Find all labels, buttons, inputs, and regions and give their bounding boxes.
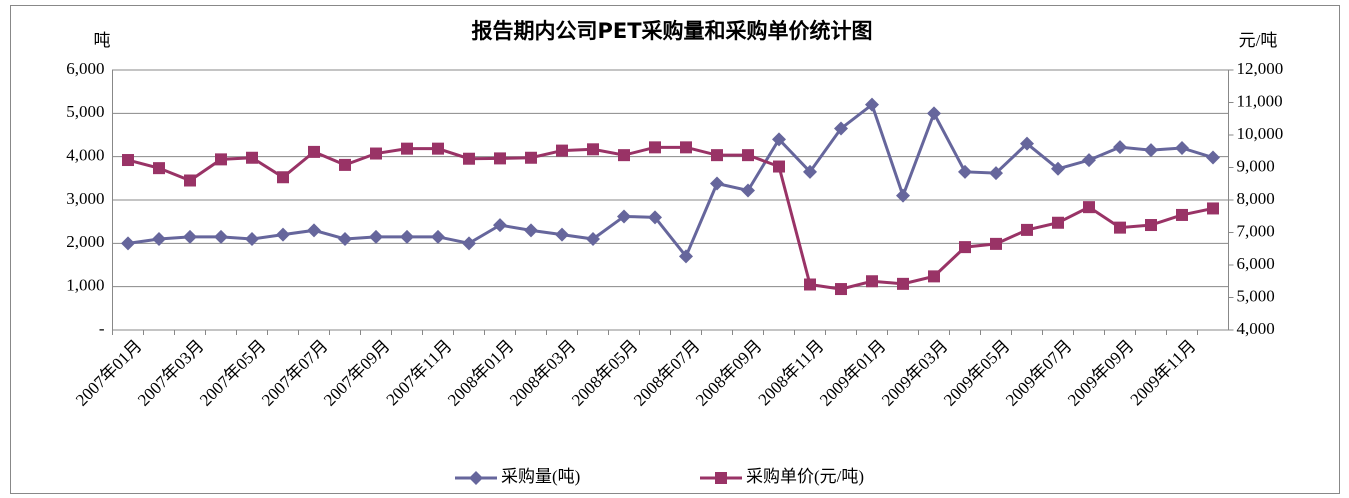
- chart-title: 报告期内公司PET采购量和采购单价统计图: [471, 19, 872, 43]
- data-point: [556, 144, 568, 157]
- y2-tick-label: 12,000: [1237, 59, 1284, 78]
- data-point: [803, 164, 817, 179]
- data-point: [1020, 136, 1034, 151]
- data-point: [679, 249, 693, 264]
- data-point: [370, 147, 382, 160]
- data-point: [462, 236, 476, 251]
- data-point: [959, 241, 971, 254]
- data-point: [648, 210, 662, 225]
- data-point: [277, 171, 289, 184]
- data-point: [369, 229, 383, 244]
- data-point: [401, 142, 413, 155]
- data-point: [772, 132, 786, 147]
- y2-tick-label: 11,000: [1237, 91, 1283, 110]
- data-point: [1144, 143, 1158, 158]
- data-point: [338, 232, 352, 246]
- data-point: [1176, 208, 1188, 221]
- data-point: [742, 149, 754, 162]
- data-point: [1052, 216, 1064, 229]
- data-point: [804, 278, 816, 291]
- y2-tick-label: 7,000: [1237, 221, 1275, 240]
- data-point: [214, 229, 228, 244]
- data-point: [339, 158, 351, 171]
- y2-tick-label: 5,000: [1237, 286, 1275, 305]
- data-point: [276, 227, 290, 242]
- y2-tick-label: 10,000: [1237, 124, 1284, 143]
- data-point: [1206, 150, 1220, 165]
- data-point: [555, 227, 569, 242]
- data-point: [1051, 161, 1065, 176]
- y-axis-label: 吨: [94, 31, 111, 50]
- y-tick-label: 3,000: [66, 189, 104, 208]
- data-point: [834, 121, 848, 136]
- data-point: [1114, 221, 1126, 234]
- y-tick-label: 2,000: [66, 232, 104, 251]
- y-tick-label: -: [99, 319, 105, 338]
- data-point: [184, 174, 196, 187]
- data-point: [245, 232, 259, 246]
- data-point: [866, 275, 878, 288]
- y-tick-label: 6,000: [66, 59, 104, 78]
- data-point: [711, 149, 723, 162]
- data-point: [928, 270, 940, 283]
- data-point: [524, 223, 538, 238]
- data-point: [431, 229, 445, 244]
- data-point: [463, 152, 475, 165]
- data-point: [587, 143, 599, 156]
- data-point: [865, 97, 879, 112]
- legend-label: 采购量(吨): [501, 467, 580, 486]
- data-point: [1175, 141, 1189, 155]
- data-point: [617, 209, 631, 224]
- data-point: [1207, 202, 1219, 215]
- data-point: [400, 229, 414, 244]
- data-point: [1145, 219, 1157, 232]
- data-point: [618, 149, 630, 162]
- data-point: [958, 164, 972, 179]
- y2-axis-label: 元/吨: [1239, 31, 1278, 50]
- data-point: [308, 145, 320, 158]
- data-point: [493, 218, 507, 233]
- data-point: [773, 160, 785, 173]
- legend-marker: [715, 472, 727, 484]
- y-tick-label: 1,000: [66, 276, 104, 295]
- data-point: [1083, 201, 1095, 214]
- data-point: [897, 277, 909, 290]
- legend-label: 采购单价(元/吨): [746, 467, 864, 486]
- data-point: [1082, 153, 1096, 168]
- data-point: [307, 223, 321, 238]
- data-point: [586, 232, 600, 246]
- data-point: [649, 141, 661, 154]
- data-point: [1113, 140, 1127, 155]
- data-point: [896, 188, 910, 203]
- data-point: [215, 153, 227, 166]
- data-point: [183, 229, 197, 244]
- data-point: [152, 232, 166, 246]
- y2-tick-label: 9,000: [1237, 156, 1275, 175]
- data-point: [153, 162, 165, 175]
- y2-tick-label: 4,000: [1237, 319, 1275, 338]
- data-point: [710, 176, 724, 191]
- data-point: [741, 183, 755, 198]
- data-point: [1021, 223, 1033, 236]
- y-tick-label: 4,000: [66, 146, 104, 165]
- y2-tick-label: 8,000: [1237, 189, 1275, 208]
- data-point: [927, 106, 941, 121]
- data-point: [246, 151, 258, 164]
- data-point: [432, 142, 444, 155]
- legend-marker: [469, 471, 483, 485]
- data-point: [525, 151, 537, 164]
- data-point: [121, 236, 135, 251]
- data-point: [990, 237, 1002, 250]
- data-point: [494, 152, 506, 165]
- data-point: [680, 141, 692, 154]
- y-tick-label: 5,000: [66, 102, 104, 121]
- data-point: [989, 166, 1003, 181]
- data-point: [122, 154, 134, 167]
- y2-tick-label: 6,000: [1237, 254, 1275, 273]
- data-point: [835, 283, 847, 296]
